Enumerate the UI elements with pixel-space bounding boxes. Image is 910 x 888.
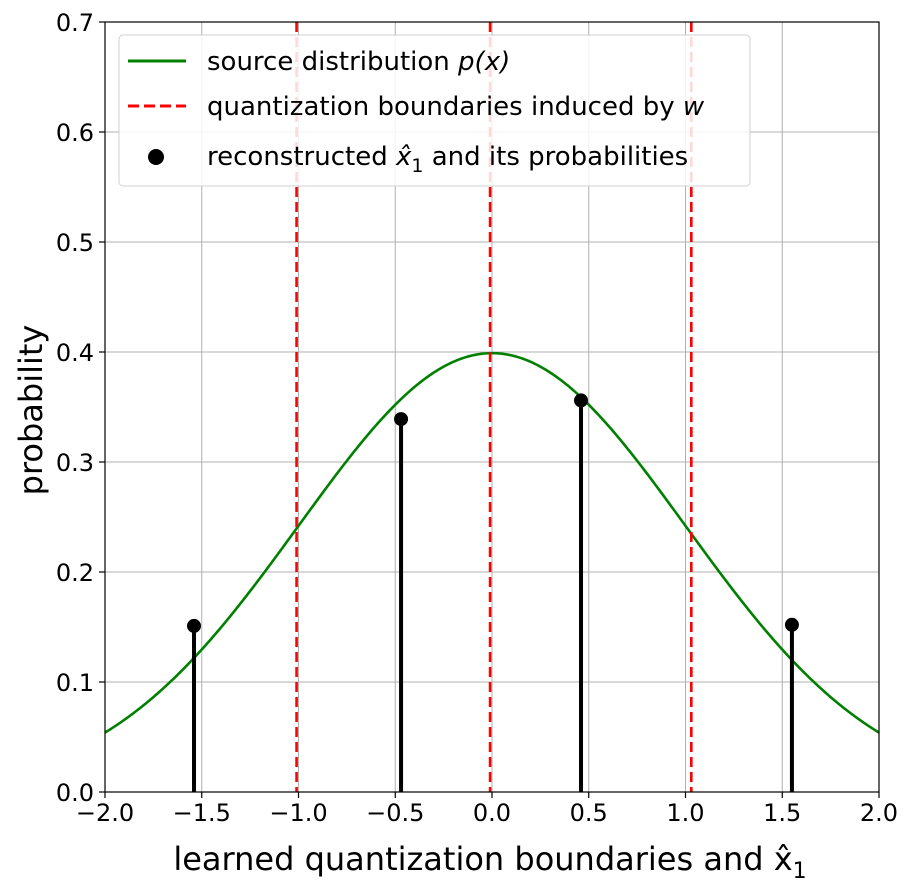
- reconstruction-point-3: [784, 617, 799, 632]
- y-tick-label: 0.7: [56, 9, 94, 37]
- series-reconstructions: [187, 393, 799, 792]
- x-tick-label: −2.0: [76, 799, 134, 827]
- legend-box: [118, 34, 751, 187]
- legend-label-source-distribution: source distribution p(x): [207, 47, 510, 77]
- x-tick-label: −0.5: [366, 799, 424, 827]
- y-axis-title: probability: [12, 325, 50, 496]
- x-tick-label: −1.0: [269, 799, 327, 827]
- x-axis-title: learned quantization boundaries and x̂1: [173, 840, 806, 884]
- x-axis-title-subscript: 1: [793, 859, 807, 884]
- y-tick-label: 0.3: [56, 449, 94, 477]
- y-tick-label: 0.5: [56, 229, 94, 257]
- y-tick-label: 0.2: [56, 559, 94, 587]
- x-axis: −2.0 −1.5 −1.0 −0.5 0.0 0.5 1.0 1.5 2.0: [76, 792, 898, 827]
- y-tick-label: 0.1: [56, 669, 94, 697]
- reconstruction-point-1: [394, 412, 409, 427]
- x-tick-label: 2.0: [860, 799, 898, 827]
- x-axis-title-text: learned quantization boundaries and x̂: [173, 840, 792, 878]
- y-tick-label: 0.6: [56, 119, 94, 147]
- legend: source distribution p(x) quantization bo…: [118, 34, 751, 187]
- source-distribution-curve: [104, 351, 880, 734]
- legend-label-reconstructions: reconstructed x̂1 and its probabilities: [207, 142, 688, 177]
- x-tick-label: 0.5: [570, 799, 608, 827]
- y-tick-label: 0.4: [56, 339, 94, 367]
- x-tick-label: 1.5: [763, 799, 801, 827]
- x-tick-label: 0.0: [473, 799, 511, 827]
- y-axis: 0.0 0.1 0.2 0.3 0.4 0.5 0.6 0.7: [56, 9, 105, 807]
- x-tick-label: −1.5: [173, 799, 231, 827]
- x-tick-label: 1.0: [666, 799, 704, 827]
- reconstruction-point-2: [574, 393, 589, 408]
- legend-label-quantization-boundaries: quantization boundaries induced by w: [207, 92, 705, 122]
- series-source-distribution: [104, 351, 880, 734]
- reconstruction-point-0: [187, 618, 202, 633]
- legend-swatch-reconstructions: [148, 149, 164, 165]
- y-tick-label: 0.0: [56, 779, 94, 807]
